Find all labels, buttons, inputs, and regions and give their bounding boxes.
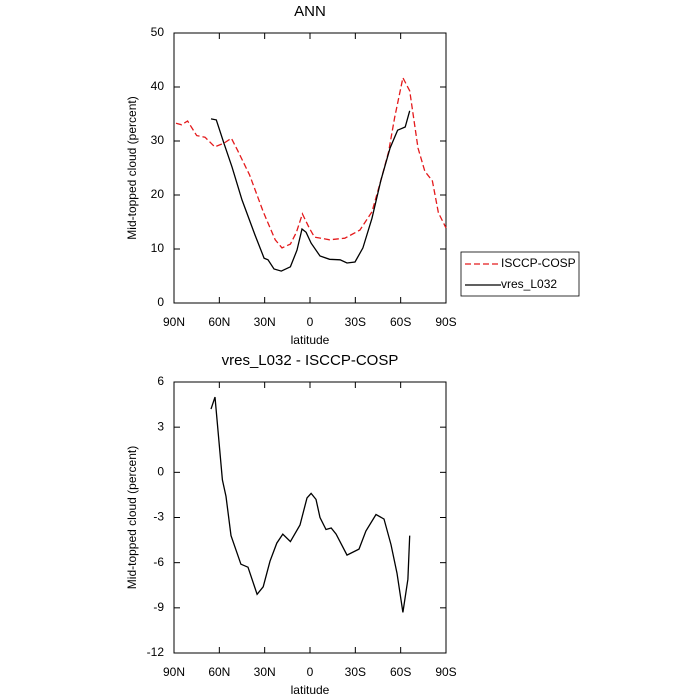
y-tick-label: 6 bbox=[157, 374, 164, 388]
x-tick-label: 60S bbox=[390, 315, 411, 329]
legend-label: vres_L032 bbox=[501, 277, 557, 291]
x-tick-label: 90N bbox=[163, 315, 185, 329]
y-tick-label: 0 bbox=[157, 465, 164, 479]
y-tick-label: 20 bbox=[151, 187, 165, 201]
y-tick-label: 40 bbox=[151, 79, 165, 93]
x-axis-label: latitude bbox=[291, 683, 330, 697]
legend-frame bbox=[460, 251, 580, 297]
x-tick-label: 90S bbox=[435, 315, 456, 329]
y-tick-label: 3 bbox=[157, 419, 164, 433]
chart-title: ANN bbox=[294, 3, 326, 20]
chart-title: vres_L032 - ISCCP-COSP bbox=[222, 352, 399, 369]
data-line bbox=[210, 396, 411, 613]
x-tick-label: 30S bbox=[345, 315, 366, 329]
x-tick-label: 60N bbox=[208, 665, 230, 679]
x-tick-label: 60S bbox=[390, 665, 411, 679]
legend-label: ISCCP-COSP bbox=[501, 256, 576, 270]
y-tick-label: 0 bbox=[157, 295, 164, 309]
x-tick-label: 30N bbox=[254, 315, 276, 329]
x-tick-label: 90S bbox=[435, 665, 456, 679]
y-tick-label: 50 bbox=[151, 25, 165, 39]
x-tick-label: 30N bbox=[254, 665, 276, 679]
plot-frame bbox=[173, 32, 447, 304]
y-tick-label: 30 bbox=[151, 133, 165, 147]
y-tick-label: -12 bbox=[147, 645, 165, 659]
y-axis-label: Mid-topped cloud (percent) bbox=[125, 446, 139, 589]
x-tick-label: 0 bbox=[307, 665, 314, 679]
y-tick-label: -3 bbox=[153, 510, 164, 524]
data-line bbox=[210, 110, 411, 272]
y-axis-label: Mid-topped cloud (percent) bbox=[125, 96, 139, 239]
x-tick-label: 30S bbox=[345, 665, 366, 679]
y-tick-label: -6 bbox=[153, 555, 164, 569]
x-tick-label: 60N bbox=[208, 315, 230, 329]
x-tick-label: 0 bbox=[307, 315, 314, 329]
x-tick-label: 90N bbox=[163, 665, 185, 679]
plot-frame bbox=[173, 381, 447, 654]
y-tick-label: 10 bbox=[151, 241, 165, 255]
y-tick-label: -9 bbox=[153, 600, 164, 614]
x-axis-label: latitude bbox=[291, 333, 330, 347]
data-line bbox=[175, 75, 447, 249]
